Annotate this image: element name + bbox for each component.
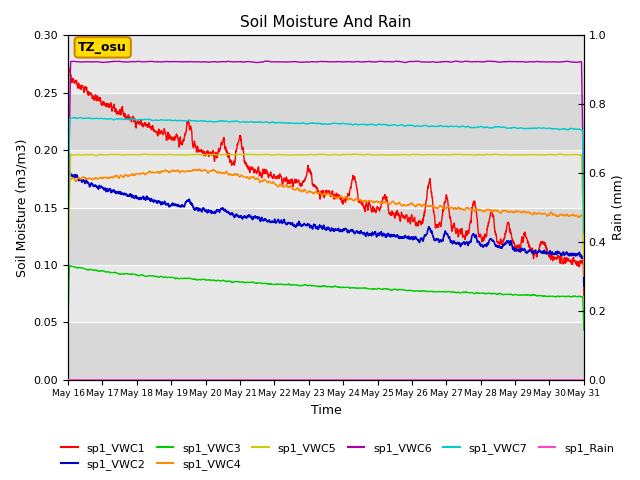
Bar — [68, 93, 584, 150]
Legend: sp1_VWC1, sp1_VWC2, sp1_VWC3, sp1_VWC4, sp1_VWC5, sp1_VWC6, sp1_VWC7, sp1_Rain: sp1_VWC1, sp1_VWC2, sp1_VWC3, sp1_VWC4, … — [57, 438, 619, 474]
Y-axis label: Soil Moisture (m3/m3): Soil Moisture (m3/m3) — [15, 138, 28, 276]
Bar — [68, 323, 584, 380]
Bar — [68, 207, 584, 265]
Bar — [68, 265, 584, 323]
Bar — [68, 36, 584, 93]
Text: TZ_osu: TZ_osu — [78, 41, 127, 54]
Title: Soil Moisture And Rain: Soil Moisture And Rain — [240, 15, 412, 30]
Bar — [68, 150, 584, 207]
Y-axis label: Rain (mm): Rain (mm) — [612, 175, 625, 240]
X-axis label: Time: Time — [310, 404, 341, 417]
